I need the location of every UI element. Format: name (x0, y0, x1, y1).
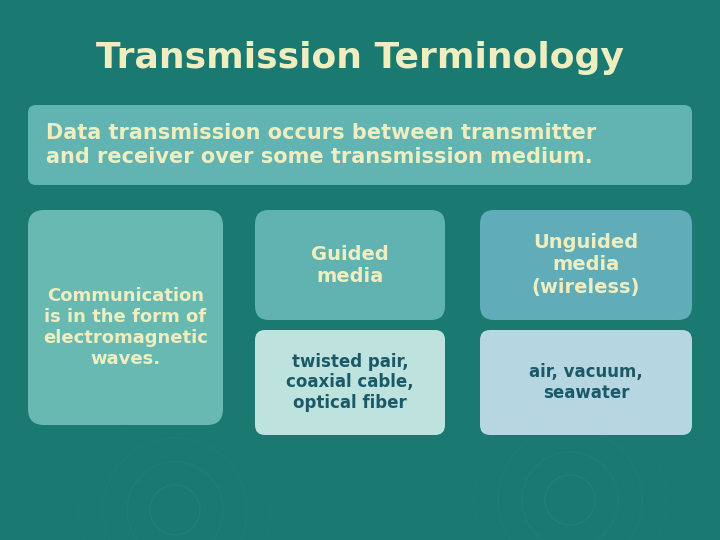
FancyBboxPatch shape (255, 330, 445, 435)
Text: Transmission Terminology: Transmission Terminology (96, 41, 624, 75)
Text: Communication
is in the form of
electromagnetic
waves.: Communication is in the form of electrom… (43, 287, 208, 368)
Text: air, vacuum,
seawater: air, vacuum, seawater (529, 363, 643, 402)
Text: Guided
media: Guided media (311, 245, 389, 286)
Text: Data transmission occurs between transmitter
and receiver over some transmission: Data transmission occurs between transmi… (46, 124, 596, 167)
FancyBboxPatch shape (28, 105, 692, 185)
Text: Unguided
media
(wireless): Unguided media (wireless) (532, 233, 640, 296)
FancyBboxPatch shape (480, 330, 692, 435)
FancyBboxPatch shape (255, 210, 445, 320)
FancyBboxPatch shape (480, 210, 692, 320)
Text: twisted pair,
coaxial cable,
optical fiber: twisted pair, coaxial cable, optical fib… (286, 353, 414, 413)
FancyBboxPatch shape (28, 210, 223, 425)
